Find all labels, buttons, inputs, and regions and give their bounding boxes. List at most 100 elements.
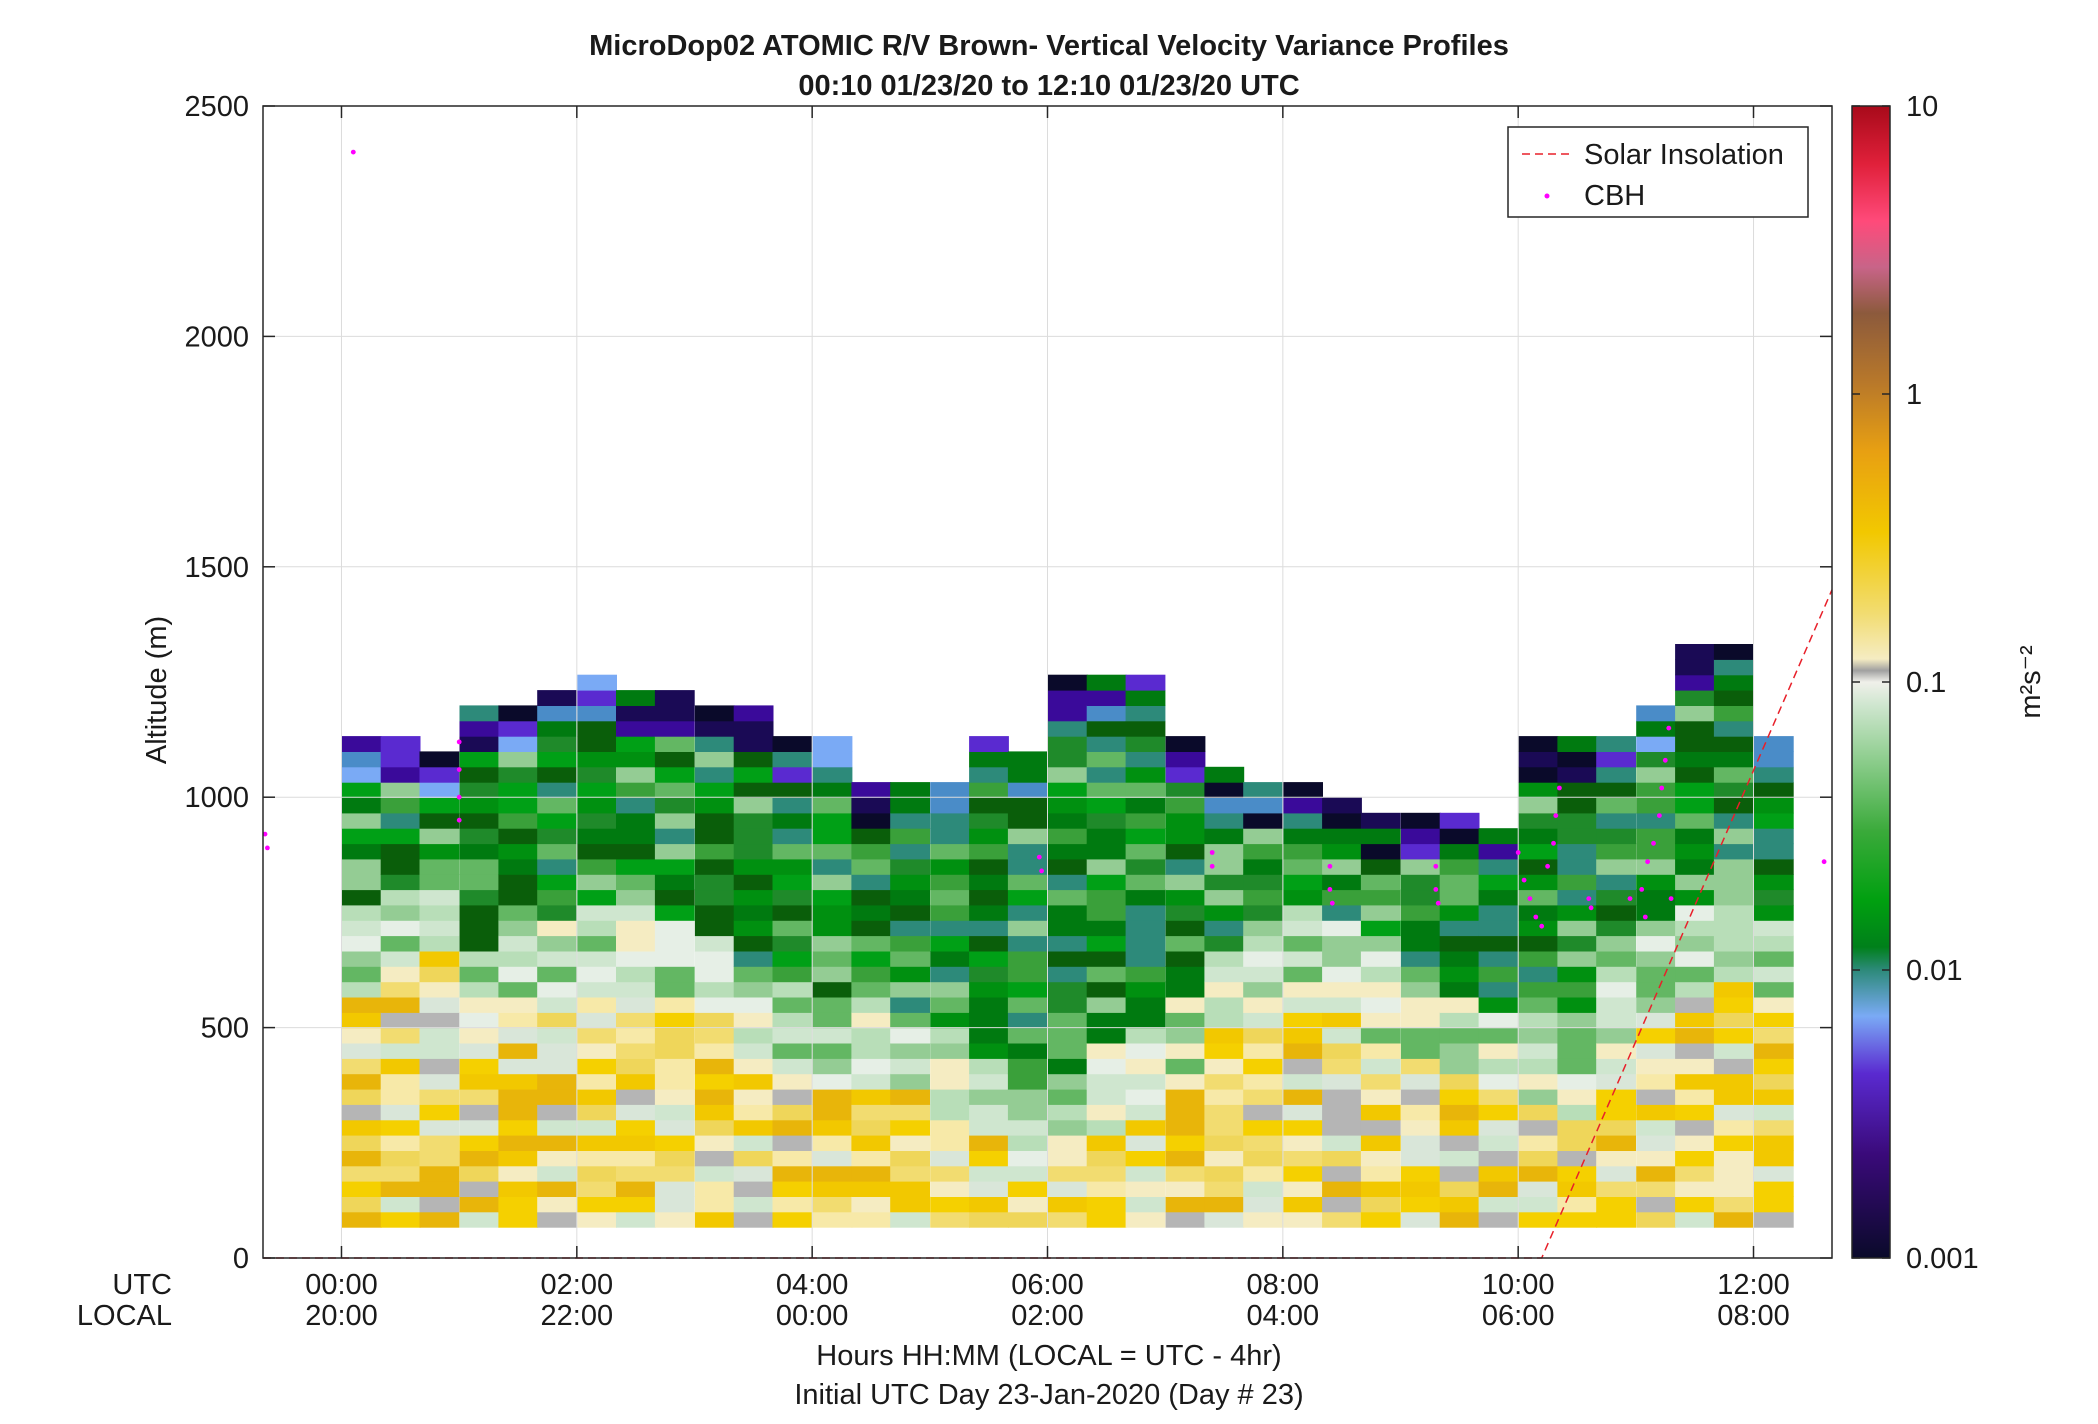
variance-cell (733, 950, 774, 967)
variance-cell (1713, 797, 1754, 814)
cbh-point (1588, 905, 1594, 911)
variance-cell (930, 981, 970, 998)
variance-cell (1557, 766, 1598, 783)
variance-cell (694, 720, 735, 737)
variance-cell (380, 874, 421, 891)
variance-cell (1007, 1135, 1048, 1151)
x-tick-label-local: 02:00 (1011, 1300, 1084, 1332)
variance-cell (1360, 812, 1401, 829)
variance-cell (1204, 843, 1245, 860)
variance-cell (812, 920, 853, 937)
variance-cell (1204, 997, 1245, 1013)
variance-cell (1400, 1119, 1441, 1136)
variance-cell (1753, 736, 1794, 752)
variance-cell (1322, 1012, 1362, 1029)
variance-cell (1518, 904, 1559, 921)
variance-cell (459, 1196, 500, 1213)
variance-cell (616, 904, 656, 921)
variance-cell (341, 858, 382, 875)
variance-cell (1047, 843, 1088, 860)
variance-cell (459, 1165, 500, 1182)
variance-cell (1322, 1181, 1362, 1197)
variance-cell (577, 720, 617, 737)
variance-cell (1753, 828, 1794, 845)
variance-cell (419, 920, 460, 937)
variance-cell (1047, 858, 1088, 875)
variance-cell (654, 966, 695, 983)
variance-cell (654, 1104, 695, 1121)
variance-cell (1204, 1058, 1245, 1075)
variance-cell (1636, 1043, 1676, 1059)
variance-cell (616, 766, 656, 783)
variance-cell (537, 751, 577, 768)
variance-cell (1007, 843, 1048, 860)
variance-cell (1086, 1027, 1127, 1044)
variance-cell (1204, 874, 1245, 891)
variance-cell (772, 1104, 813, 1121)
variance-cell (498, 1073, 539, 1090)
variance-cell (772, 797, 813, 814)
variance-cell (1713, 751, 1754, 768)
variance-cell (1360, 1150, 1401, 1167)
variance-cell (1007, 1211, 1048, 1228)
variance-cell (1204, 1073, 1245, 1090)
variance-cell (1165, 843, 1206, 860)
variance-cell (1125, 1211, 1166, 1228)
variance-cell (1753, 1181, 1794, 1197)
variance-cell (1086, 1043, 1127, 1059)
variance-cell (1086, 858, 1127, 875)
variance-cell (1007, 1089, 1048, 1105)
variance-cell (419, 843, 460, 860)
variance-cell (851, 1104, 892, 1121)
variance-cell (1636, 1058, 1676, 1075)
x-tick-label-utc: 06:00 (1011, 1269, 1084, 1301)
variance-cell (1713, 950, 1754, 967)
variance-cell (1596, 843, 1636, 860)
variance-cell (1360, 1181, 1401, 1197)
variance-cell (1478, 950, 1519, 967)
variance-cell (772, 1058, 813, 1075)
variance-cell (1636, 751, 1676, 768)
variance-cell (341, 1104, 382, 1121)
variance-cell (1596, 1165, 1636, 1182)
variance-cell (1753, 1073, 1794, 1090)
variance-cell (812, 1089, 853, 1105)
variance-cell (1753, 874, 1794, 891)
variance-cell (616, 1089, 656, 1105)
variance-cell (812, 1181, 853, 1197)
variance-cell (694, 812, 735, 829)
cbh-point (1327, 887, 1333, 892)
variance-cell (1557, 904, 1598, 921)
variance-cell (930, 828, 970, 845)
variance-cell (537, 1196, 577, 1213)
variance-cell (930, 1089, 970, 1105)
variance-cell (1636, 904, 1676, 921)
variance-cell (1596, 904, 1636, 921)
variance-cell (1518, 843, 1559, 860)
variance-cell (733, 997, 774, 1013)
variance-cell (1675, 1135, 1715, 1151)
variance-cell (1322, 966, 1362, 983)
variance-cell (1675, 981, 1715, 998)
variance-cell (1086, 828, 1127, 845)
variance-cell (419, 966, 460, 983)
variance-cell (1165, 1165, 1206, 1182)
variance-cell (772, 935, 813, 952)
variance-cell (694, 1012, 735, 1029)
variance-cell (1125, 736, 1166, 752)
variance-cell (537, 1135, 577, 1151)
variance-cell (1675, 751, 1715, 768)
variance-cell (1478, 858, 1519, 875)
variance-cell (616, 1181, 656, 1197)
variance-cell (1047, 828, 1088, 845)
variance-cell (1243, 858, 1283, 875)
x-row-label-utc: UTC (112, 1269, 172, 1301)
variance-cell (772, 889, 813, 906)
variance-cell (341, 1181, 382, 1197)
variance-cell (733, 981, 774, 998)
variance-cell (577, 1150, 617, 1167)
variance-cell (733, 1119, 774, 1136)
variance-cell (772, 904, 813, 921)
variance-cell (694, 1165, 735, 1182)
variance-cell (772, 843, 813, 860)
